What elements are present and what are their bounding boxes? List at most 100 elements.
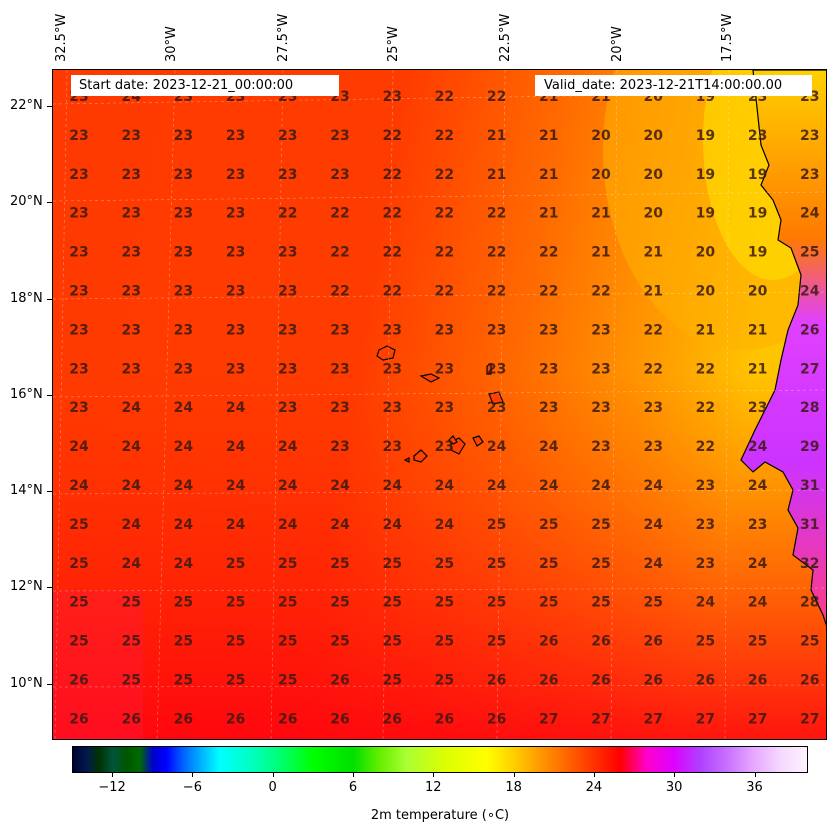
temperature-value: 23 bbox=[435, 361, 454, 377]
temperature-value: 19 bbox=[696, 206, 715, 222]
temperature-value: 23 bbox=[226, 245, 245, 261]
temperature-value: 26 bbox=[643, 673, 662, 689]
lat-label-16n: 16°N bbox=[10, 387, 43, 402]
temperature-value: 23 bbox=[748, 128, 767, 144]
temperature-value: 23 bbox=[591, 439, 610, 455]
temperature-value: 23 bbox=[226, 322, 245, 338]
temperature-value: 23 bbox=[174, 284, 193, 300]
temperature-value: 20 bbox=[643, 128, 663, 144]
temperature-value: 25 bbox=[121, 634, 140, 650]
temperature-value: 24 bbox=[591, 478, 611, 494]
temperature-value: 19 bbox=[696, 167, 715, 183]
temperature-value: 25 bbox=[174, 595, 193, 611]
temperature-value: 22 bbox=[382, 245, 401, 261]
temperature-value: 23 bbox=[487, 361, 506, 377]
lat-tick bbox=[47, 587, 52, 588]
lon-label-27-5w: 27.5°W bbox=[276, 13, 291, 62]
temperature-value: 22 bbox=[487, 89, 506, 105]
colorbar-tick bbox=[353, 773, 354, 777]
temperature-value: 23 bbox=[539, 322, 558, 338]
temperature-value: 24 bbox=[226, 400, 246, 416]
temperature-value: 24 bbox=[174, 439, 194, 455]
temperature-value: 22 bbox=[330, 206, 349, 222]
temperature-value: 26 bbox=[696, 673, 715, 689]
temperature-value: 27 bbox=[800, 711, 819, 727]
colorbar-tick-label: −6 bbox=[182, 780, 202, 795]
temperature-value: 23 bbox=[330, 128, 349, 144]
temperature-value: 23 bbox=[539, 400, 558, 416]
colorbar-tick bbox=[272, 773, 274, 777]
lon-label-17-5w: 17.5°W bbox=[720, 13, 735, 62]
temperature-value: 22 bbox=[539, 284, 558, 300]
temperature-value: 23 bbox=[69, 167, 88, 183]
temperature-value: 23 bbox=[435, 439, 454, 455]
temperature-value: 22 bbox=[435, 284, 454, 300]
temperature-value: 23 bbox=[330, 400, 349, 416]
temperature-value: 24 bbox=[69, 439, 89, 455]
temperature-value: 23 bbox=[121, 361, 140, 377]
temperature-value: 25 bbox=[487, 517, 506, 533]
temperature-value: 24 bbox=[539, 439, 559, 455]
temperature-value: 25 bbox=[226, 595, 245, 611]
temperature-value: 23 bbox=[69, 206, 88, 222]
temperature-value: 21 bbox=[643, 245, 662, 261]
colorbar-tick bbox=[433, 773, 435, 777]
temperature-value: 24 bbox=[382, 517, 402, 533]
temperature-value: 23 bbox=[539, 361, 558, 377]
temperature-value: 23 bbox=[278, 245, 297, 261]
temperature-value: 25 bbox=[226, 634, 245, 650]
temperature-value: 22 bbox=[435, 245, 454, 261]
temperature-value: 23 bbox=[278, 400, 297, 416]
temperature-value: 26 bbox=[69, 711, 88, 727]
temperature-value: 25 bbox=[278, 595, 297, 611]
colorbar-tick-label: 18 bbox=[505, 780, 522, 795]
temperature-value: 25 bbox=[69, 595, 88, 611]
temperature-value: 24 bbox=[121, 517, 141, 533]
colorbar-tick bbox=[674, 773, 676, 777]
temperature-value: 24 bbox=[643, 478, 663, 494]
colorbar-tick-label: 0 bbox=[268, 780, 277, 795]
temperature-value: 25 bbox=[643, 595, 662, 611]
temperature-value: 22 bbox=[643, 322, 662, 338]
temperature-value: 23 bbox=[591, 361, 610, 377]
temperature-value: 24 bbox=[435, 517, 455, 533]
temperature-value: 24 bbox=[330, 478, 350, 494]
temperature-value: 26 bbox=[487, 711, 506, 727]
temperature-value: 23 bbox=[643, 400, 662, 416]
temperature-value: 20 bbox=[643, 167, 663, 183]
temperature-value: 25 bbox=[382, 673, 401, 689]
lat-label-22n: 22°N bbox=[10, 98, 43, 113]
temperature-value: 24 bbox=[226, 517, 246, 533]
temperature-value: 20 bbox=[591, 128, 611, 144]
island-group bbox=[376, 345, 504, 463]
graticule bbox=[53, 70, 826, 739]
temperature-value: 24 bbox=[174, 400, 194, 416]
temperature-value: 26 bbox=[278, 711, 297, 727]
temperature-value: 24 bbox=[748, 556, 768, 572]
temperature-value: 25 bbox=[121, 595, 140, 611]
lon-label-22-5w: 22.5°W bbox=[498, 13, 513, 62]
temperature-value: 23 bbox=[278, 361, 297, 377]
colorbar-tick-label: 12 bbox=[425, 780, 442, 795]
temperature-value: 23 bbox=[591, 400, 610, 416]
temperature-value: 25 bbox=[382, 595, 401, 611]
temperature-value: 20 bbox=[696, 284, 716, 300]
temperature-value: 25 bbox=[435, 595, 454, 611]
temperature-value: 25 bbox=[591, 556, 610, 572]
temperature-value: 26 bbox=[487, 673, 506, 689]
temperature-value: 21 bbox=[487, 167, 506, 183]
temperature-value: 26 bbox=[591, 673, 610, 689]
temperature-value: 22 bbox=[487, 284, 506, 300]
temperature-value: 21 bbox=[539, 167, 558, 183]
temperature-value: 25 bbox=[226, 556, 245, 572]
temperature-value: 25 bbox=[539, 595, 558, 611]
temperature-value: 23 bbox=[278, 167, 297, 183]
temperature-value: 26 bbox=[435, 711, 454, 727]
temperature-value: 23 bbox=[174, 361, 193, 377]
temperature-value: 25 bbox=[278, 634, 297, 650]
lat-tick bbox=[47, 299, 52, 300]
temperature-value: 25 bbox=[435, 634, 454, 650]
lat-tick bbox=[47, 684, 52, 685]
temperature-value: 27 bbox=[539, 711, 558, 727]
temperature-value: 26 bbox=[591, 634, 610, 650]
